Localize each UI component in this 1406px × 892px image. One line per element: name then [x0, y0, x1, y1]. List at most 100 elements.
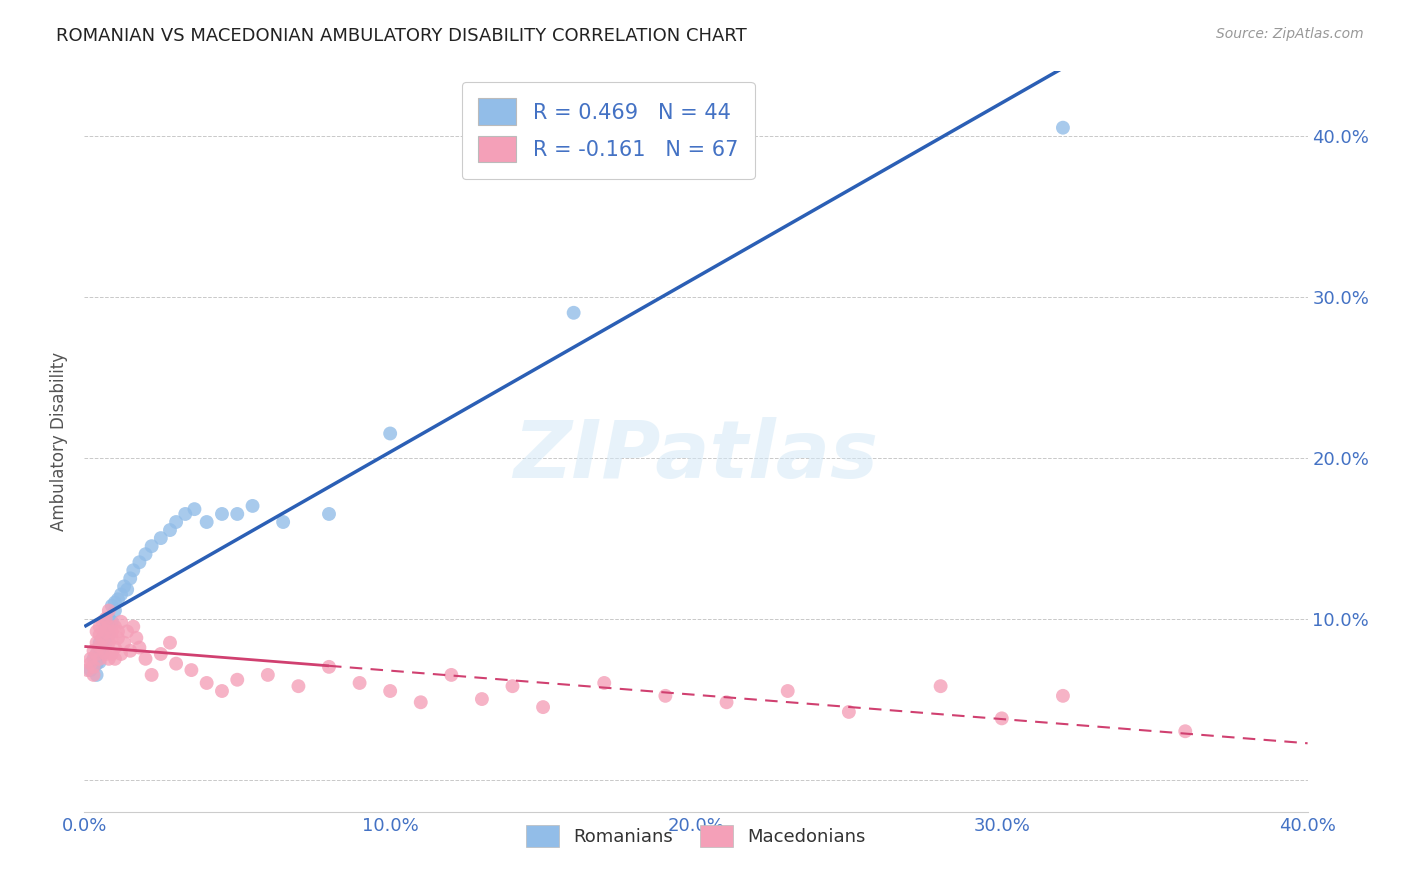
- Point: [79, 663, 101, 677]
- Point: [110, 587, 132, 601]
- Point: [97, 628, 120, 642]
- Point: [94, 647, 117, 661]
- Point: [91, 631, 114, 645]
- Point: [86, 636, 108, 650]
- Point: [79, 657, 101, 671]
- Point: [287, 679, 309, 693]
- Point: [97, 636, 120, 650]
- Point: [86, 647, 108, 661]
- Point: [195, 515, 218, 529]
- Point: [531, 700, 554, 714]
- Point: [89, 655, 111, 669]
- Point: [991, 711, 1014, 725]
- Point: [226, 673, 249, 687]
- Text: ZIPatlas: ZIPatlas: [513, 417, 879, 495]
- Point: [91, 631, 114, 645]
- Point: [104, 603, 127, 617]
- Point: [107, 592, 129, 607]
- Point: [1052, 689, 1074, 703]
- Point: [101, 647, 124, 661]
- Point: [211, 507, 233, 521]
- Point: [593, 676, 616, 690]
- Point: [838, 705, 860, 719]
- Point: [89, 636, 111, 650]
- Point: [101, 615, 124, 629]
- Point: [83, 660, 105, 674]
- Point: [471, 692, 494, 706]
- Point: [929, 679, 952, 693]
- Point: [94, 636, 117, 650]
- Point: [349, 676, 371, 690]
- Point: [776, 684, 799, 698]
- Point: [97, 652, 120, 666]
- Point: [104, 652, 127, 666]
- Point: [318, 660, 340, 674]
- Point: [211, 684, 233, 698]
- Point: [135, 652, 157, 666]
- Point: [128, 555, 150, 569]
- Point: [110, 615, 132, 629]
- Point: [128, 640, 150, 655]
- Point: [159, 636, 181, 650]
- Point: [97, 603, 120, 617]
- Point: [195, 676, 218, 690]
- Point: [135, 547, 157, 561]
- Point: [149, 647, 172, 661]
- Point: [76, 663, 98, 677]
- Point: [86, 668, 108, 682]
- Point: [180, 663, 202, 677]
- Point: [122, 619, 145, 633]
- Point: [165, 515, 187, 529]
- Point: [94, 611, 117, 625]
- Point: [83, 668, 105, 682]
- Point: [86, 647, 108, 661]
- Point: [104, 619, 127, 633]
- Point: [91, 615, 114, 629]
- Point: [654, 689, 676, 703]
- Point: [149, 531, 172, 545]
- Point: [120, 571, 142, 585]
- Y-axis label: Ambulatory Disability: Ambulatory Disability: [51, 352, 69, 531]
- Point: [107, 624, 129, 639]
- Point: [94, 619, 117, 633]
- Point: [79, 652, 101, 666]
- Point: [409, 695, 432, 709]
- Point: [86, 657, 108, 671]
- Point: [112, 579, 135, 593]
- Point: [89, 644, 111, 658]
- Point: [101, 631, 124, 645]
- Point: [89, 628, 111, 642]
- Point: [101, 599, 124, 613]
- Text: ROMANIAN VS MACEDONIAN AMBULATORY DISABILITY CORRELATION CHART: ROMANIAN VS MACEDONIAN AMBULATORY DISABI…: [56, 27, 747, 45]
- Point: [83, 644, 105, 658]
- Point: [110, 647, 132, 661]
- Point: [318, 507, 340, 521]
- Text: Source: ZipAtlas.com: Source: ZipAtlas.com: [1216, 27, 1364, 41]
- Point: [125, 631, 148, 645]
- Point: [115, 582, 138, 597]
- Point: [94, 624, 117, 639]
- Point: [107, 631, 129, 645]
- Point: [226, 507, 249, 521]
- Point: [716, 695, 738, 709]
- Point: [89, 652, 111, 666]
- Legend: Romanians, Macedonians: Romanians, Macedonians: [519, 818, 873, 855]
- Point: [257, 668, 280, 682]
- Point: [89, 619, 111, 633]
- Point: [83, 652, 105, 666]
- Point: [183, 502, 205, 516]
- Point: [97, 619, 120, 633]
- Point: [271, 515, 294, 529]
- Point: [91, 647, 114, 661]
- Point: [104, 595, 127, 609]
- Point: [101, 624, 124, 639]
- Point: [440, 668, 463, 682]
- Point: [86, 624, 108, 639]
- Point: [115, 624, 138, 639]
- Point: [91, 640, 114, 655]
- Point: [122, 563, 145, 577]
- Point: [502, 679, 524, 693]
- Point: [112, 636, 135, 650]
- Point: [104, 640, 127, 655]
- Point: [89, 639, 111, 653]
